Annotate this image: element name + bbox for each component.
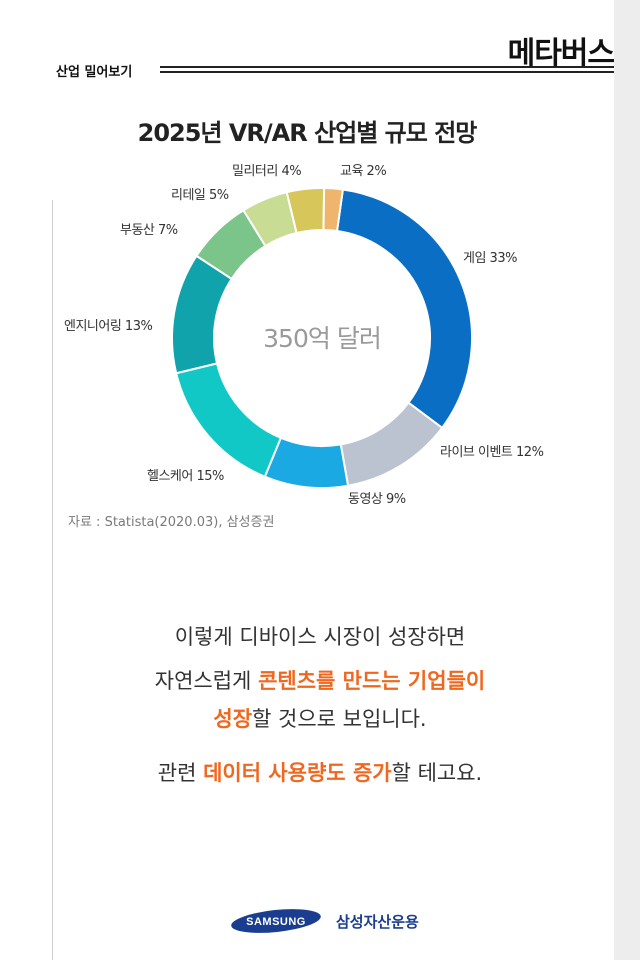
donut-slice-1 <box>335 188 473 430</box>
slice-label-5: 엔지니어링 13% <box>64 319 152 334</box>
body-line-4-tail: 할 테고요. <box>391 761 483 785</box>
donut-slice-9 <box>322 187 345 233</box>
left-divider-line <box>52 200 53 960</box>
body-line-1-text: 이렇게 디바이스 시장이 성장하면 <box>174 625 466 649</box>
slice-label-3: 동영상 9% <box>348 492 406 507</box>
body-line-2: 자연스럽게 콘텐츠를 만드는 기업들이 <box>0 668 640 694</box>
body-line-2-text: 자연스럽게 <box>154 669 259 693</box>
donut-slice-4 <box>174 362 283 478</box>
slice-label-8: 밀리터리 4% <box>232 164 301 179</box>
brand-title: 메타버스 <box>507 36 615 71</box>
right-edge-strip <box>614 0 640 960</box>
body-line-2-highlight: 콘텐츠를 만드는 기업들이 <box>258 669 486 693</box>
chart-title: 2025년 VR/AR 산업별 규모 전망 <box>137 119 478 147</box>
slice-label-1: 게임 33% <box>463 251 517 266</box>
body-line-4: 관련 데이터 사용량도 증가할 테고요. <box>0 760 640 786</box>
samsung-logo: SAMSUNG <box>231 909 321 933</box>
body-line-4-highlight: 데이터 사용량도 증가 <box>203 761 392 785</box>
slice-label-6: 부동산 7% <box>120 223 178 238</box>
slice-label-9: 교육 2% <box>340 164 386 179</box>
body-line-1: 이렇게 디바이스 시장이 성장하면 <box>0 624 640 650</box>
asset-name: 삼성자산운용 <box>336 913 419 931</box>
header-rule-top <box>160 66 614 68</box>
header-rule-bottom <box>160 71 614 73</box>
slice-label-4: 헬스케어 15% <box>147 469 224 484</box>
body-line-3-text: 할 것으로 보입니다. <box>252 707 427 731</box>
slice-label-2: 라이브 이벤트 12% <box>440 445 544 460</box>
samsung-logo-text: SAMSUNG <box>246 916 306 928</box>
donut-center-label: 350억 달러 <box>263 324 381 353</box>
section-label: 산업 밀어보기 <box>56 65 133 80</box>
body-line-3: 성장할 것으로 보입니다. <box>0 706 640 732</box>
body-line-4-text: 관련 <box>157 761 204 785</box>
slice-label-7: 리테일 5% <box>171 188 229 203</box>
chart-source: 자료 : Statista(2020.03), 삼성증권 <box>68 515 275 530</box>
body-line-3-highlight: 성장 <box>213 707 253 731</box>
donut-chart: 게임 33% 라이브 이벤트 12% 동영상 9% 헬스케어 15% 엔지니어링 13%… <box>64 164 544 507</box>
